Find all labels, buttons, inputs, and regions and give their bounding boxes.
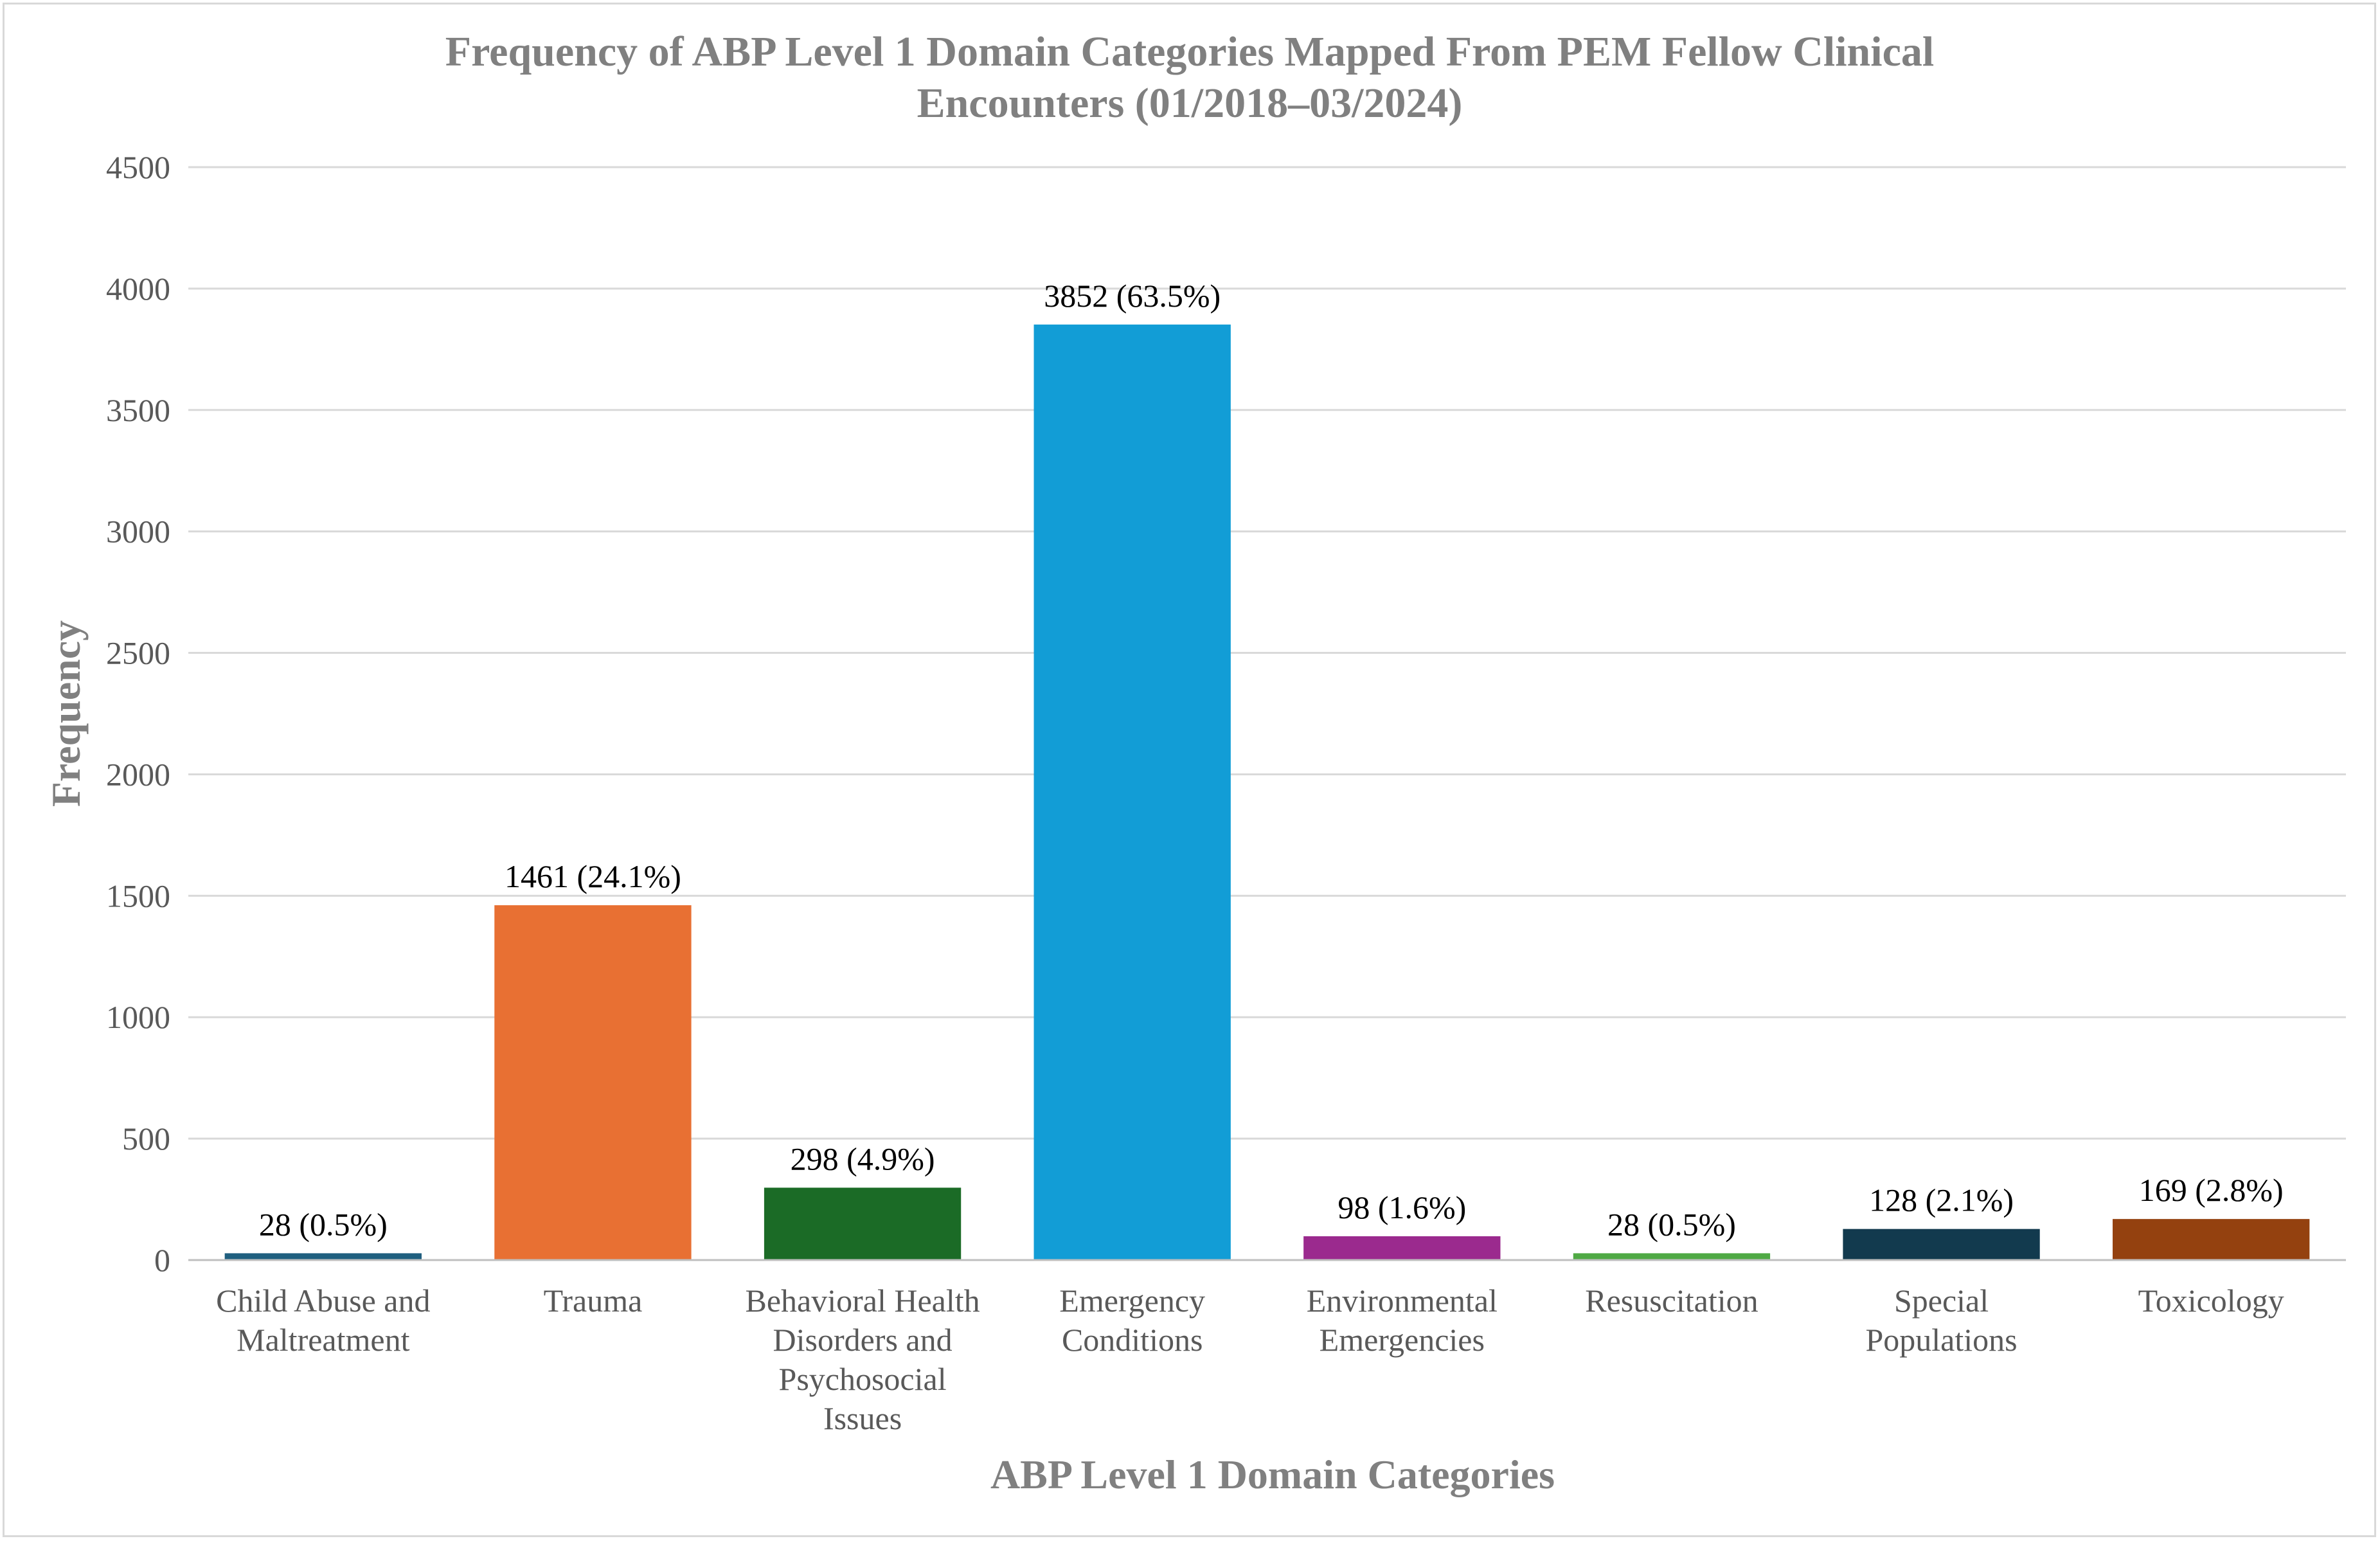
chart-title: Frequency of ABP Level 1 Domain Categori… (445, 28, 1934, 127)
x-category-label: Resuscitation (1585, 1283, 1758, 1319)
x-axis-categories: Child Abuse and Maltreatment Trauma Behavio… (216, 1283, 2284, 1436)
chart-title-line-2: Encounters (01/2018–03/2024) (917, 80, 1463, 127)
x-category-label: Child Abuse and Maltreatment (216, 1283, 430, 1358)
chart-title-line-1: Frequency of ABP Level 1 Domain Categori… (445, 28, 1934, 75)
y-tick-label: 3000 (106, 514, 170, 550)
x-category-label: Behavioral Health Disorders and Psychosoci… (745, 1283, 980, 1436)
data-label: 169 (2.8%) (2139, 1172, 2284, 1208)
y-tick-label: 4000 (106, 271, 170, 307)
y-tick-label: 1500 (106, 878, 170, 914)
data-label: 28 (0.5%) (1607, 1206, 1736, 1242)
bar (2113, 1219, 2310, 1260)
y-tick-label: 0 (154, 1242, 170, 1278)
data-label: 298 (4.9%) (791, 1140, 935, 1176)
x-category-label: Emergency Conditions (1059, 1283, 1205, 1358)
x-category-label: Environmental Emergencies (1307, 1283, 1498, 1358)
x-axis-title: ABP Level 1 Domain Categories (990, 1452, 1555, 1497)
bar (1573, 1253, 1771, 1260)
bar (1303, 1236, 1501, 1260)
x-category-label: Special Populations (1865, 1283, 2017, 1358)
bars (224, 324, 2310, 1260)
y-tick-label: 4500 (106, 149, 170, 185)
data-label: 1461 (24.1%) (505, 858, 681, 894)
y-tick-label: 2000 (106, 756, 170, 792)
y-tick-label: 500 (122, 1121, 170, 1157)
y-axis-ticks: 0 500 1000 1500 2000 2500 3000 3500 4000 4500 (106, 149, 170, 1278)
y-tick-label: 1000 (106, 999, 170, 1035)
bar (1843, 1229, 2040, 1260)
data-label: 3852 (63.5%) (1044, 278, 1221, 314)
chart-frame (3, 3, 2376, 1537)
data-label: 128 (2.1%) (1869, 1182, 2014, 1218)
x-category-label: Trauma (544, 1283, 643, 1319)
bar (224, 1253, 422, 1260)
data-label: 98 (1.6%) (1338, 1189, 1466, 1225)
data-label: 28 (0.5%) (259, 1206, 388, 1242)
y-tick-label: 3500 (106, 392, 170, 428)
y-tick-label: 2500 (106, 635, 170, 671)
data-labels: 28 (0.5%) 1461 (24.1%) 298 (4.9%) 3852 (63.… (259, 278, 2284, 1243)
gridlines (188, 166, 2346, 1140)
bar (1033, 324, 1231, 1260)
x-category-label: Toxicology (2138, 1283, 2284, 1319)
bar (494, 905, 692, 1260)
bar (764, 1187, 962, 1260)
y-axis-title: Frequency (43, 620, 89, 807)
